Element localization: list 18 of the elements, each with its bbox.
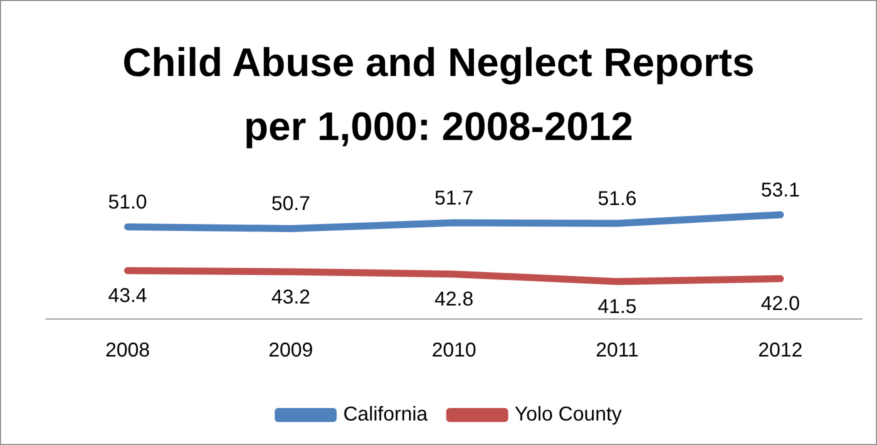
data-label: 42.8 [434,288,474,311]
x-tick-label: 2010 [432,340,476,362]
x-tick-label: 2012 [758,340,803,362]
data-label: 51.0 [108,191,148,214]
chart-title: Child Abuse and Neglect Reports per 1,000: 2008-2012 [122,40,756,151]
data-label: 42.0 [760,293,800,316]
x-tick-label: 2009 [268,340,314,362]
data-label: 53.1 [760,179,800,202]
data-label: 43.2 [271,286,310,308]
legend-label: Yolo County [514,404,622,426]
data-label: 41.5 [598,296,637,318]
data-label: 43.4 [108,285,148,308]
legend-label: California [343,404,429,426]
data-label: 51.6 [598,188,637,210]
x-tick-label: 2008 [105,340,150,362]
data-label: 51.7 [434,187,474,210]
x-tick-label: 2011 [596,340,639,362]
data-label: 50.7 [271,193,310,216]
